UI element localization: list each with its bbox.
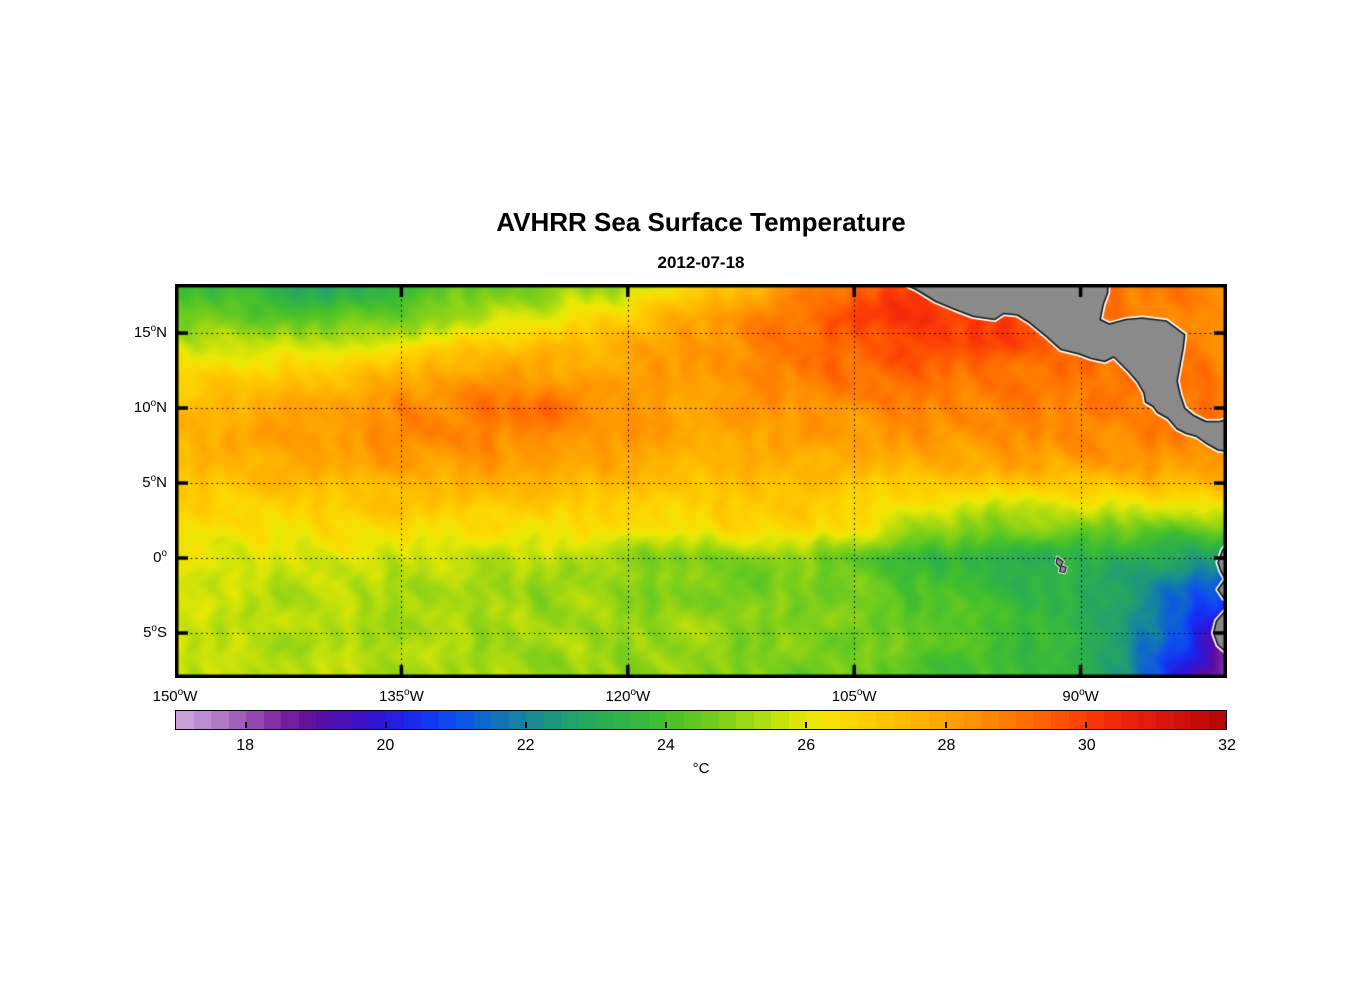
colorbar-block: [858, 711, 876, 729]
colorbar-block: [351, 711, 369, 729]
colorbar-block: [561, 711, 579, 729]
colorbar-block: [543, 711, 561, 729]
colorbar-block: [578, 711, 596, 729]
colorbar-block: [456, 711, 474, 729]
colorbar-block: [1173, 711, 1191, 729]
colorbar-tick: [525, 722, 527, 728]
colorbar-block: [1191, 711, 1209, 729]
colorbar-tick: [245, 722, 247, 728]
colorbar-block: [281, 711, 299, 729]
colorbar-block: [753, 711, 771, 729]
y-axis-tick-label: 0o: [153, 548, 167, 567]
sst-map-canvas: [175, 284, 1227, 678]
colorbar-block: [788, 711, 806, 729]
colorbar-tick: [665, 722, 667, 728]
colorbar-block: [893, 711, 911, 729]
colorbar-unit-label: °C: [692, 760, 710, 777]
colorbar-block: [701, 711, 719, 729]
x-axis-tick-label: 150oW: [152, 687, 198, 706]
colorbar-block: [1016, 711, 1034, 729]
colorbar-block: [1156, 711, 1174, 729]
colorbar-block: [298, 711, 316, 729]
colorbar-block: [176, 711, 194, 729]
colorbar-tick: [945, 722, 947, 728]
colorbar-block: [876, 711, 894, 729]
colorbar-block: [683, 711, 701, 729]
colorbar-tick-label: 22: [516, 737, 535, 754]
colorbar-block: [1208, 711, 1226, 729]
colorbar-block: [1121, 711, 1139, 729]
colorbar-block: [1103, 711, 1121, 729]
colorbar-block: [631, 711, 649, 729]
colorbar-tick-label: 20: [376, 737, 395, 754]
colorbar-block: [736, 711, 754, 729]
colorbar-block: [228, 711, 246, 729]
colorbar-tick: [805, 722, 807, 728]
x-axis-tick-label: 120oW: [605, 687, 651, 706]
colorbar-block: [911, 711, 929, 729]
colorbar-block: [211, 711, 229, 729]
colorbar-block: [473, 711, 491, 729]
chart-title: AVHRR Sea Surface Temperature: [496, 207, 906, 237]
colorbar-tick-label: 26: [797, 737, 816, 754]
colorbar-block: [1068, 711, 1086, 729]
colorbar-tick-label: 32: [1218, 737, 1236, 754]
colorbar-block: [981, 711, 999, 729]
colorbar-block: [946, 711, 964, 729]
colorbar-tick: [1085, 722, 1087, 728]
colorbar-tick: [1225, 722, 1227, 728]
colorbar-block: [491, 711, 509, 729]
colorbar-block: [841, 711, 859, 729]
colorbar-block: [1086, 711, 1104, 729]
colorbar-block: [823, 711, 841, 729]
colorbar-block: [508, 711, 526, 729]
y-axis-tick-label: 15oN: [133, 323, 167, 342]
colorbar: [175, 710, 1227, 730]
y-axis-tick-label: 10oN: [133, 398, 167, 417]
colorbar-block: [526, 711, 544, 729]
colorbar-tick-label: 30: [1077, 737, 1096, 754]
colorbar-block: [718, 711, 736, 729]
colorbar-block: [998, 711, 1016, 729]
x-axis-tick-label: 90oW: [1062, 687, 1099, 706]
colorbar-block: [386, 711, 404, 729]
y-axis-tick-label: 5oS: [143, 623, 167, 642]
colorbar-block: [666, 711, 684, 729]
colorbar-block: [963, 711, 981, 729]
colorbar-tick-label: 18: [236, 737, 255, 754]
colorbar-block: [316, 711, 334, 729]
colorbar-block: [648, 711, 666, 729]
x-axis-tick-label: 135oW: [379, 687, 424, 706]
colorbar-block: [438, 711, 456, 729]
colorbar-block: [403, 711, 421, 729]
colorbar-block: [421, 711, 439, 729]
colorbar-block: [246, 711, 264, 729]
colorbar-tick-label: 24: [657, 737, 675, 754]
colorbar-block: [1138, 711, 1156, 729]
colorbar-block: [771, 711, 789, 729]
colorbar-block: [928, 711, 946, 729]
colorbar-block: [1051, 711, 1069, 729]
y-axis-tick-label: 5oN: [142, 473, 167, 492]
colorbar-block: [806, 711, 824, 729]
colorbar-block: [333, 711, 351, 729]
colorbar-block: [596, 711, 614, 729]
colorbar-block: [613, 711, 631, 729]
colorbar-tick-label: 28: [937, 737, 956, 754]
colorbar-block: [263, 711, 281, 729]
colorbar-block: [1033, 711, 1051, 729]
chart-subtitle: 2012-07-18: [657, 253, 745, 272]
x-axis-tick-label: 105oW: [831, 687, 877, 706]
colorbar-block: [193, 711, 211, 729]
colorbar-block: [368, 711, 386, 729]
colorbar-tick: [385, 722, 387, 728]
